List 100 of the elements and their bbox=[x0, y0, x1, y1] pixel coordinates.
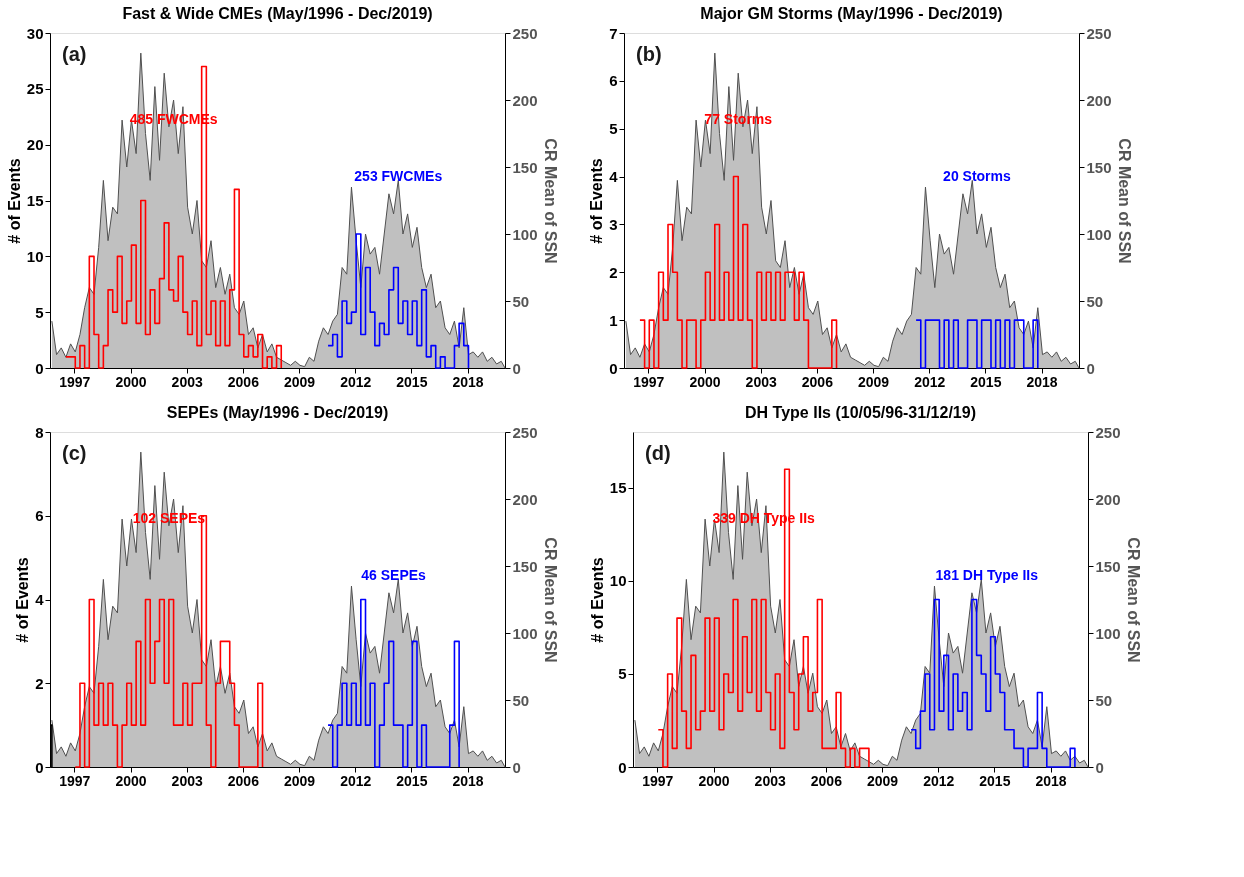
annotation: (d) bbox=[645, 442, 671, 464]
y-tick-label: 25 bbox=[26, 80, 44, 98]
y-tick-label: 30 bbox=[26, 24, 44, 42]
x-tick-label: 2012 bbox=[923, 772, 955, 789]
y2-tick-label: 0 bbox=[512, 359, 521, 377]
text: 20 Storms bbox=[943, 168, 1012, 185]
x-tick-label: 2015 bbox=[396, 373, 428, 390]
y-axis-title: # of Events bbox=[14, 557, 32, 643]
chart-title: SEPEs (May/1996 - Dec/2019) bbox=[166, 404, 389, 421]
y2-tick-label: 250 bbox=[1095, 423, 1121, 441]
x-tick-label: 2015 bbox=[979, 772, 1011, 789]
y2-tick-label: 250 bbox=[1086, 24, 1112, 42]
x-tick-label: 2012 bbox=[340, 772, 372, 789]
x-tick-label: 1997 bbox=[642, 772, 674, 789]
text: 253 FWCMEs bbox=[354, 168, 443, 185]
y-tick-label: 2 bbox=[35, 674, 44, 692]
x-tick-label: 2009 bbox=[857, 373, 890, 390]
y-axis-title: # of Events bbox=[5, 158, 23, 244]
x-tick-label: 2012 bbox=[914, 373, 946, 390]
y2-tick-label: 200 bbox=[1095, 490, 1121, 508]
y-tick-label: 3 bbox=[609, 215, 618, 233]
y2-tick-label: 0 bbox=[512, 758, 521, 776]
y-tick-label: 0 bbox=[609, 359, 618, 377]
x-tick-label: 2018 bbox=[452, 373, 484, 390]
x-tick-label: 2000 bbox=[698, 772, 730, 789]
y-tick-label: 6 bbox=[609, 72, 618, 90]
x-tick-label: 2000 bbox=[689, 373, 721, 390]
y2-tick-label: 150 bbox=[1086, 158, 1112, 176]
x-tick-label: 2006 bbox=[801, 373, 834, 390]
y2-axis-title: CR Mean of SSN bbox=[1115, 138, 1133, 264]
y2-tick-label: 50 bbox=[512, 691, 530, 709]
y2-tick-label: 150 bbox=[512, 158, 538, 176]
annotation: (b) bbox=[636, 43, 662, 65]
x-tick-label: 2006 bbox=[227, 373, 260, 390]
x-tick-label: 2003 bbox=[745, 373, 777, 390]
x-tick-label: 2009 bbox=[283, 772, 316, 789]
x-tick-label: 2003 bbox=[754, 772, 786, 789]
y-axis-title: # of Events bbox=[588, 557, 606, 643]
y-tick-label: 5 bbox=[618, 665, 627, 683]
y2-tick-label: 100 bbox=[1086, 225, 1112, 243]
x-tick-label: 2018 bbox=[452, 772, 484, 789]
y2-tick-label: 200 bbox=[512, 490, 538, 508]
y2-tick-label: 100 bbox=[1095, 624, 1121, 642]
y2-tick-label: 0 bbox=[1095, 758, 1104, 776]
y-tick-label: 10 bbox=[609, 572, 627, 590]
y2-tick-label: 250 bbox=[512, 423, 538, 441]
x-tick-label: 2006 bbox=[810, 772, 843, 789]
y-tick-label: 8 bbox=[35, 423, 44, 441]
y2-tick-label: 250 bbox=[512, 24, 538, 42]
y-tick-label: 2 bbox=[609, 263, 618, 281]
y2-tick-label: 50 bbox=[512, 292, 530, 310]
y-tick-label: 7 bbox=[609, 24, 618, 42]
y2-axis-title: CR Mean of SSN bbox=[541, 138, 559, 264]
y-tick-label: 4 bbox=[35, 591, 45, 608]
series-label: 181 DH Type IIs bbox=[935, 567, 1039, 584]
y2-axis-title: CR Mean of SSN bbox=[541, 537, 559, 663]
y-tick-label: 20 bbox=[26, 136, 44, 154]
y2-tick-label: 50 bbox=[1086, 292, 1104, 310]
y-tick-label: 0 bbox=[35, 359, 44, 377]
x-tick-label: 2009 bbox=[283, 373, 316, 390]
y2-axis-title: CR Mean of SSN bbox=[1124, 537, 1142, 663]
y2-tick-label: 100 bbox=[512, 624, 538, 642]
y2-tick-label: 150 bbox=[1095, 557, 1121, 575]
x-tick-label: 1997 bbox=[59, 373, 91, 390]
y2-tick-label: 200 bbox=[512, 91, 538, 109]
x-tick-label: 2018 bbox=[1035, 772, 1067, 789]
annotation: (c) bbox=[62, 442, 87, 464]
y2-tick-label: 200 bbox=[1086, 91, 1112, 109]
x-tick-label: 2000 bbox=[115, 772, 147, 789]
x-tick-label: 2003 bbox=[171, 772, 203, 789]
chart-title: Fast & Wide CMEs (May/1996 - Dec/2019) bbox=[122, 5, 433, 22]
annotation: (a) bbox=[62, 43, 87, 65]
y-tick-label: 10 bbox=[26, 247, 44, 265]
y-tick-label: 15 bbox=[609, 479, 627, 497]
x-tick-label: 2006 bbox=[227, 772, 260, 789]
y2-tick-label: 100 bbox=[512, 225, 538, 243]
x-tick-label: 2012 bbox=[340, 373, 372, 390]
y-tick-label: 5 bbox=[609, 120, 618, 138]
x-tick-label: 2015 bbox=[970, 373, 1002, 390]
y2-tick-label: 0 bbox=[1086, 359, 1095, 377]
x-tick-label: 2018 bbox=[1026, 373, 1058, 390]
chart-title: Major GM Storms (May/1996 - Dec/2019) bbox=[700, 5, 1003, 22]
x-tick-label: 2009 bbox=[866, 772, 899, 789]
chart-title: DH Type IIs (10/05/96-31/12/19) bbox=[745, 404, 976, 421]
y-tick-label: 0 bbox=[35, 758, 44, 776]
y-tick-label: 6 bbox=[35, 507, 44, 525]
y-tick-label: 5 bbox=[35, 303, 44, 321]
y-axis-title: # of Events bbox=[588, 158, 606, 244]
y-tick-label: 0 bbox=[618, 758, 627, 776]
x-tick-label: 2015 bbox=[396, 772, 428, 789]
series-label: 46 SEPEs bbox=[361, 567, 427, 584]
y-tick-label: 1 bbox=[609, 311, 618, 329]
y-tick-label: 4 bbox=[609, 168, 619, 186]
x-tick-label: 2000 bbox=[115, 373, 147, 390]
y2-tick-label: 50 bbox=[1095, 691, 1113, 709]
x-tick-label: 1997 bbox=[633, 373, 665, 390]
x-tick-label: 1997 bbox=[59, 772, 91, 789]
y-tick-label: 15 bbox=[26, 192, 44, 209]
y2-tick-label: 150 bbox=[512, 557, 538, 575]
x-tick-label: 2003 bbox=[171, 373, 203, 390]
